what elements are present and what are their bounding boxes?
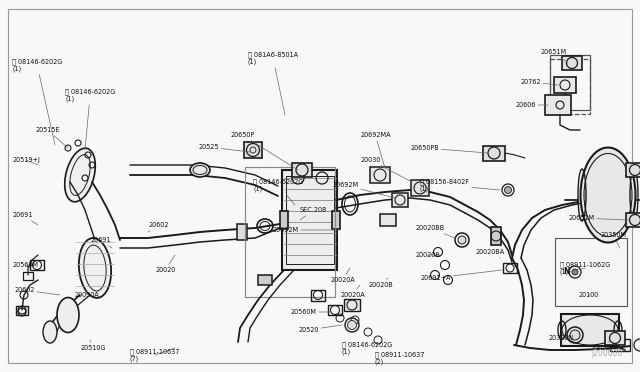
Bar [328, 305, 342, 315]
Text: 20762: 20762 [520, 79, 558, 85]
Text: 20651M: 20651M [540, 49, 568, 63]
Ellipse shape [190, 163, 210, 177]
Bar [280, 211, 288, 229]
Text: Ⓑ 08146-6202G
(1): Ⓑ 08146-6202G (1) [12, 58, 62, 145]
Bar [554, 77, 576, 93]
Bar [550, 59, 590, 114]
Text: 20020A: 20020A [330, 268, 355, 283]
Text: 20692M: 20692M [272, 227, 340, 233]
Text: 20692M: 20692M [332, 182, 395, 198]
Text: 20515E: 20515E [35, 127, 68, 148]
Text: J200000: J200000 [591, 349, 623, 358]
Text: 20020B: 20020B [368, 278, 393, 288]
Text: 20020BB: 20020BB [415, 225, 455, 238]
Bar [561, 314, 619, 346]
Bar [562, 56, 582, 70]
Text: 20650PB: 20650PB [410, 145, 488, 153]
Circle shape [572, 269, 578, 275]
Text: 20606: 20606 [515, 102, 548, 108]
Bar [244, 142, 262, 158]
Bar [245, 167, 335, 297]
Text: 20020A: 20020A [340, 285, 365, 298]
Text: N: N [564, 267, 570, 276]
Bar [626, 213, 640, 227]
Text: 20030A: 20030A [74, 290, 99, 298]
Bar [380, 214, 396, 226]
Bar [626, 163, 640, 177]
Bar [258, 275, 272, 285]
Text: 20651M: 20651M [568, 215, 628, 221]
Text: 20520: 20520 [298, 325, 342, 333]
Text: Ⓝ 08911-1062G
(1): Ⓝ 08911-1062G (1) [560, 261, 611, 275]
Text: 20650PA: 20650PA [590, 340, 618, 351]
Bar [292, 163, 312, 177]
Bar [16, 305, 28, 314]
Ellipse shape [79, 238, 111, 298]
Text: Ⓑ 08156-8402F
(1): Ⓑ 08156-8402F (1) [420, 178, 500, 192]
Text: SEC.208: SEC.208 [300, 207, 327, 220]
Bar [311, 289, 325, 301]
Text: 20100: 20100 [578, 292, 598, 298]
Bar [605, 331, 625, 345]
Bar [411, 180, 429, 196]
Text: 20691: 20691 [90, 237, 112, 248]
Bar [483, 145, 505, 160]
Bar [30, 260, 44, 270]
Bar [332, 211, 340, 229]
Text: 20691+A: 20691+A [420, 270, 502, 281]
Circle shape [570, 330, 580, 340]
Circle shape [458, 236, 466, 244]
Text: Ⓑ 081A6-8501A
(1): Ⓑ 081A6-8501A (1) [248, 51, 298, 115]
Text: 20300N: 20300N [548, 335, 573, 341]
Text: Ⓝ 08911-10637
(2): Ⓝ 08911-10637 (2) [375, 348, 424, 365]
Text: 20602: 20602 [14, 287, 60, 295]
Text: Ⓝ 08911-1081G
(1): Ⓝ 08911-1081G (1) [0, 371, 1, 372]
Bar [237, 224, 247, 240]
Circle shape [504, 186, 511, 193]
Text: 20020: 20020 [155, 255, 175, 273]
Text: 20650P: 20650P [230, 132, 298, 170]
Bar [392, 193, 408, 207]
Bar [23, 272, 33, 280]
Ellipse shape [43, 321, 57, 343]
Text: 20350M: 20350M [600, 232, 626, 248]
Bar [503, 263, 517, 273]
Bar [550, 55, 590, 109]
Ellipse shape [65, 148, 95, 202]
Bar [370, 167, 390, 183]
Circle shape [348, 321, 356, 330]
Text: 20692MA: 20692MA [360, 132, 390, 168]
Text: 20020BA: 20020BA [475, 249, 504, 258]
Text: 20020B: 20020B [415, 252, 440, 258]
Bar [610, 339, 630, 351]
Text: 20560M: 20560M [12, 262, 38, 268]
Text: 20691: 20691 [12, 212, 38, 225]
Bar [282, 170, 337, 270]
Text: Ⓑ 08146-6202G
(1): Ⓑ 08146-6202G (1) [253, 178, 303, 205]
Bar [245, 167, 335, 297]
Text: 20525: 20525 [198, 144, 250, 152]
Text: Ⓑ 08146-6202G
(1): Ⓑ 08146-6202G (1) [65, 88, 115, 150]
Text: 20030: 20030 [360, 157, 412, 182]
Text: 20510G: 20510G [80, 340, 106, 351]
Ellipse shape [580, 148, 636, 243]
Bar [344, 299, 360, 311]
Text: 20519+J: 20519+J [12, 157, 40, 165]
Ellipse shape [57, 298, 79, 333]
Bar [545, 95, 571, 115]
Text: Ⓝ 08911-10637
(7): Ⓝ 08911-10637 (7) [130, 348, 179, 362]
Bar [491, 227, 501, 245]
Text: Ⓑ 08146-6202G
(1): Ⓑ 08146-6202G (1) [342, 338, 392, 355]
Text: 20602: 20602 [148, 222, 168, 232]
Text: 20560M: 20560M [290, 309, 330, 315]
Bar [555, 238, 627, 306]
Bar [286, 176, 334, 264]
